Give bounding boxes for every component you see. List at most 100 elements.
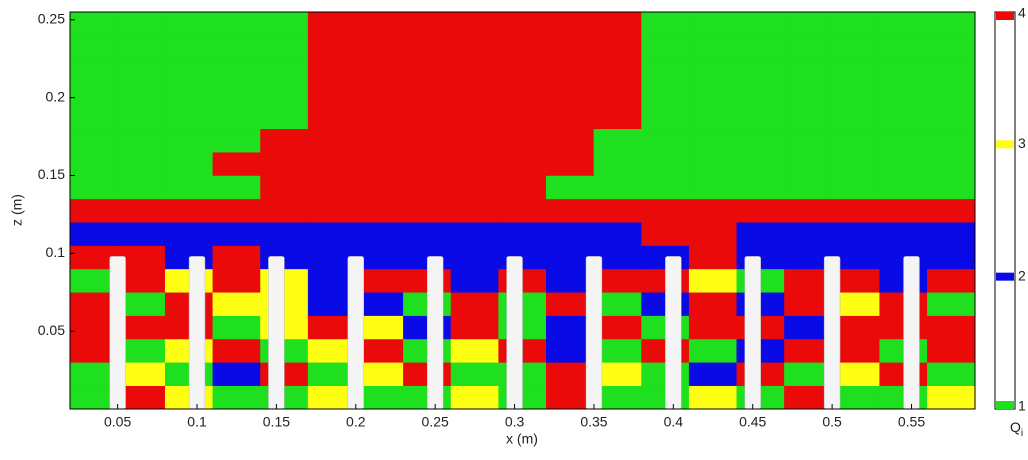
cell [593, 128, 642, 153]
cell [927, 245, 976, 270]
cell [117, 58, 166, 83]
cell [498, 175, 547, 200]
cell [307, 128, 357, 153]
cell [117, 35, 166, 60]
cell [307, 81, 357, 106]
cell [212, 291, 261, 316]
cell [593, 151, 642, 176]
x-tick-label: 0.05 [104, 414, 131, 430]
cell [688, 338, 738, 363]
cell [260, 58, 309, 83]
cell [593, 35, 642, 60]
cell [212, 268, 261, 293]
cell [164, 128, 214, 153]
cell [927, 315, 976, 340]
cell [450, 221, 499, 246]
cell [831, 35, 881, 60]
cell [403, 35, 452, 60]
cell [831, 175, 881, 200]
rod [188, 256, 206, 410]
x-tick-label: 0.15 [263, 414, 290, 430]
cell [355, 221, 404, 246]
cell [355, 58, 404, 83]
colorbar-swatch [996, 272, 1014, 281]
cell [307, 11, 357, 36]
cell [546, 35, 595, 60]
cell [593, 81, 642, 106]
cell [736, 128, 785, 153]
cell [927, 81, 976, 106]
cell [355, 151, 404, 176]
y-tick-label: 0.25 [38, 10, 65, 26]
colorbar-label-main: Q [1010, 419, 1021, 435]
cell [450, 338, 499, 363]
cell [450, 361, 499, 386]
cell [307, 35, 357, 60]
cell [212, 128, 261, 153]
cell [641, 58, 690, 83]
cell [927, 151, 976, 176]
cell [688, 221, 738, 246]
cell [784, 35, 833, 60]
rod [426, 256, 444, 410]
cell [307, 198, 357, 223]
cell [688, 315, 738, 340]
cell [784, 175, 833, 200]
cell [879, 151, 928, 176]
plot-frame [69, 11, 976, 410]
rod [347, 256, 364, 410]
cell [69, 11, 118, 36]
cell [546, 58, 595, 83]
cell [117, 221, 166, 246]
cell [117, 105, 166, 130]
cell [641, 198, 690, 223]
cell [307, 221, 357, 246]
rod [665, 256, 682, 410]
cell [879, 11, 928, 36]
cell [403, 151, 452, 176]
cell [69, 58, 118, 83]
cell [403, 221, 452, 246]
rod [268, 256, 285, 410]
cell [593, 105, 642, 130]
cell [450, 35, 499, 60]
cell [831, 58, 881, 83]
cell [69, 105, 118, 130]
cell [688, 35, 738, 60]
cell [403, 58, 452, 83]
cell [593, 11, 642, 36]
cell [212, 245, 261, 270]
cell [831, 11, 881, 36]
x-tick-label: 0.2 [346, 414, 366, 430]
cell [260, 221, 309, 246]
rod [506, 256, 523, 410]
cell [212, 58, 261, 83]
cell [688, 198, 738, 223]
cell [450, 175, 499, 200]
cell [450, 105, 499, 130]
cell [450, 128, 499, 153]
cell [117, 81, 166, 106]
cell [784, 198, 833, 223]
cell [784, 105, 833, 130]
cell [355, 105, 404, 130]
cell [546, 175, 595, 200]
rod [823, 256, 841, 410]
rod [109, 256, 126, 410]
cell [164, 221, 214, 246]
cell [69, 128, 118, 153]
cell [927, 221, 976, 246]
cell [164, 105, 214, 130]
cell [736, 175, 785, 200]
cell [212, 361, 261, 386]
cell [927, 175, 976, 200]
cell [784, 221, 833, 246]
cell [307, 175, 357, 200]
cell [546, 128, 595, 153]
colorbar-swatch [996, 401, 1014, 409]
cell [212, 81, 261, 106]
cell [593, 58, 642, 83]
cell [831, 221, 881, 246]
cell [688, 11, 738, 36]
cell [641, 11, 690, 36]
